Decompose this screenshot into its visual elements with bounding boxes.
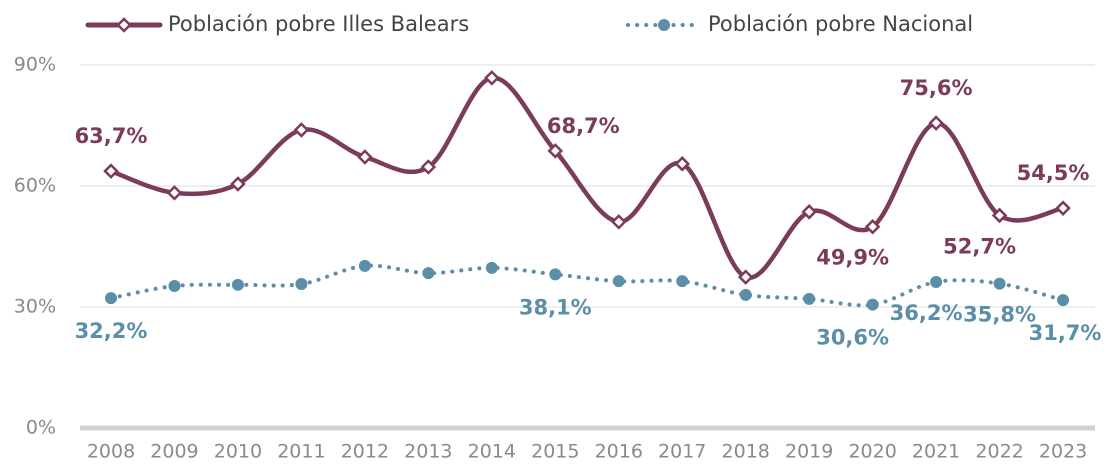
marker [612, 275, 625, 288]
legend-marker [116, 17, 132, 33]
marker [293, 122, 310, 138]
marker [547, 143, 564, 159]
marker [230, 176, 246, 192]
marker [484, 70, 500, 86]
marker [739, 288, 752, 301]
legend-label: Población pobre Illes Balears [168, 12, 469, 36]
marker [295, 278, 308, 291]
marker [991, 207, 1008, 224]
data-label: 52,7% [943, 234, 1016, 258]
marker [485, 261, 498, 274]
data-label: 68,7% [547, 114, 620, 138]
marker [422, 267, 435, 280]
data-label: 63,7% [75, 124, 148, 148]
marker [168, 280, 181, 293]
y-tick-label: 90% [14, 54, 56, 76]
marker [676, 275, 689, 288]
x-tick-label: 2016 [595, 441, 643, 463]
data-label: 54,5% [1017, 161, 1090, 185]
data-label: 38,1% [519, 295, 592, 319]
x-tick-label: 2009 [150, 441, 198, 463]
marker [928, 115, 944, 131]
marker [803, 292, 816, 305]
marker [610, 214, 627, 230]
data-label: 75,6% [900, 76, 973, 100]
marker [930, 275, 943, 288]
marker [358, 259, 371, 272]
data-label: 49,9% [816, 246, 889, 270]
marker [801, 204, 817, 220]
series-line [109, 263, 1066, 308]
marker [357, 149, 373, 165]
x-tick-label: 2019 [785, 441, 833, 463]
y-tick-label: 30% [14, 296, 56, 318]
x-tick-label: 2013 [404, 441, 452, 463]
legend-marker [658, 19, 670, 31]
x-tick-label: 2015 [531, 441, 579, 463]
x-tick-label: 2023 [1039, 441, 1087, 463]
marker [864, 218, 881, 235]
data-label: 32,2% [75, 319, 148, 343]
marker [420, 159, 437, 175]
marker [166, 185, 183, 201]
x-tick-label: 2017 [658, 441, 706, 463]
marker [105, 292, 117, 305]
legend-label: Población pobre Nacional [708, 12, 973, 36]
marker [993, 277, 1006, 290]
marker [1055, 200, 1071, 216]
marker [674, 156, 690, 172]
x-tick-label: 2020 [848, 441, 896, 463]
data-label: 35,8% [963, 303, 1036, 327]
marker [103, 163, 119, 179]
x-tick-label: 2011 [277, 441, 325, 463]
data-label: 30,6% [816, 326, 889, 350]
x-tick-label: 2012 [341, 441, 389, 463]
data-label: 31,7% [1029, 321, 1102, 345]
marker [866, 298, 879, 311]
marker [1057, 294, 1070, 307]
marker [737, 269, 754, 285]
x-tick-label: 2018 [722, 441, 770, 463]
marker [231, 278, 244, 291]
y-tick-label: 0% [26, 417, 56, 439]
data-label: 36,2% [890, 301, 963, 325]
x-tick-label: 2010 [214, 441, 262, 463]
x-tick-label: 2021 [912, 441, 960, 463]
y-tick-label: 60% [14, 175, 56, 197]
series-line [108, 75, 1066, 280]
x-tick-label: 2022 [975, 441, 1023, 463]
x-tick-label: 2008 [87, 441, 135, 463]
marker [549, 268, 562, 281]
x-tick-label: 2014 [468, 441, 516, 463]
